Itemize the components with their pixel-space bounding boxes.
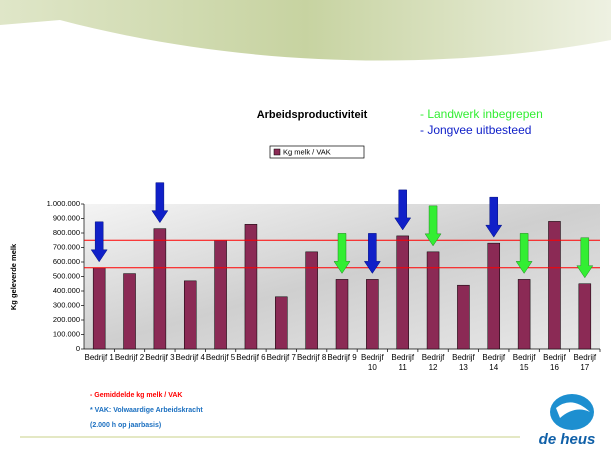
x-tick-label: Bedrijf 14 [479,353,509,373]
x-tick-label: Bedrijf 10 [357,353,387,373]
bar [154,229,166,349]
y-axis-label: Kg geleverde melk [9,243,18,310]
x-tick-label: Bedrijf 17 [570,353,600,373]
x-tick-label: Bedrijf 12 [418,353,448,373]
x-tick-label: Bedrijf 3 [145,353,175,363]
bar [93,268,105,349]
y-tick-label: 400.000 [53,286,80,295]
legend-swatch [274,149,280,155]
x-tick-label: Bedrijf 16 [539,353,569,373]
y-tick-label: 700.000 [53,242,80,251]
bar [366,279,378,349]
chart: Arbeidsproductiviteit Kg geleverde melk … [0,0,611,461]
x-tick-label: Bedrijf 13 [448,353,478,373]
logo-text: de heus [539,431,596,448]
bar [488,243,500,349]
y-tick-label: 100.000 [53,329,80,338]
y-tick-label: 1.000.000 [47,199,80,208]
x-tick-label: Bedrijf 11 [388,353,418,373]
bar [245,224,257,349]
logo-mark [550,394,594,430]
bar [184,281,196,349]
x-tick-label: Bedrijf 8 [297,353,327,363]
bar [124,274,136,349]
bar [579,284,591,349]
x-tick-label: Bedrijf 5 [206,353,236,363]
bar [215,240,227,349]
note: (2.000 h op jaarbasis) [90,422,161,429]
bar [306,252,318,349]
y-tick-label: 600.000 [53,257,80,266]
y-tick-label: 300.000 [53,300,80,309]
x-tick-label: Bedrijf 15 [509,353,539,373]
bar [518,279,530,349]
y-tick-label: 0 [76,344,80,353]
bar [336,279,348,349]
x-tick-label: Bedrijf 1 [84,353,114,363]
bar [457,285,469,349]
reference-note: - Gemiddelde kg melk / VAK [90,392,182,399]
y-tick-label: 200.000 [53,315,80,324]
x-tick-label: Bedrijf 7 [266,353,296,363]
bar [427,252,439,349]
x-tick-label: Bedrijf 6 [236,353,266,363]
note: * VAK: Volwaardige Arbeidskracht [90,407,203,414]
x-tick-label: Bedrijf 2 [115,353,145,363]
y-tick-label: 800.000 [53,228,80,237]
slide: Arbeidsproductiviteit Kg geleverde melk … [0,0,611,461]
legend-label: Kg melk / VAK [283,147,331,156]
arrow-legend: - Landwerk inbegrepen [420,107,543,121]
chart-title: Arbeidsproductiviteit [257,109,368,121]
bar [275,297,287,349]
header-decoration [0,0,611,60]
arrow-legend: - Jongvee uitbesteed [420,123,531,137]
x-tick-label: Bedrijf 9 [327,353,357,363]
y-tick-label: 900.000 [53,213,80,222]
y-tick-label: 500.000 [53,271,80,280]
bar [397,236,409,349]
x-tick-label: Bedrijf 4 [175,353,205,363]
